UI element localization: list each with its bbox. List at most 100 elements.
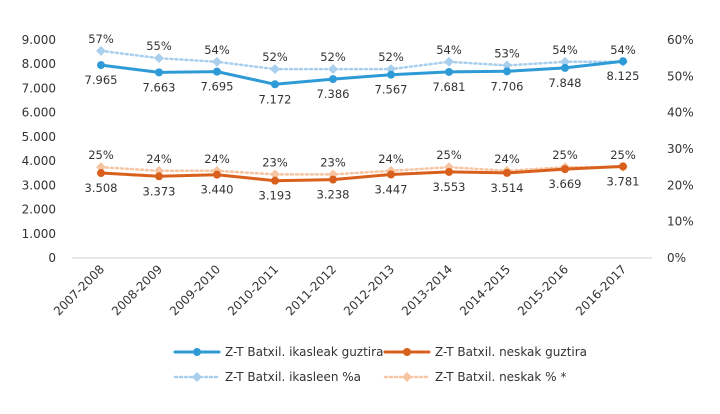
- data-label: 8.125: [607, 69, 640, 83]
- series-point: [444, 56, 454, 67]
- data-label: 57%: [88, 32, 114, 46]
- legend-swatch-marker: [193, 348, 201, 356]
- series-point: [97, 169, 105, 178]
- data-label: 24%: [204, 152, 230, 166]
- x-tick-label: 2015-2016: [515, 262, 571, 318]
- data-label: 3.669: [549, 177, 582, 191]
- x-tick-label: 2013-2014: [399, 262, 455, 318]
- series-point: [503, 168, 511, 177]
- series-point: [328, 64, 338, 75]
- data-label: 3.508: [85, 181, 118, 195]
- legend-label: Z-T Batxil. neskak guztira: [435, 345, 587, 359]
- series-line: [99, 59, 625, 86]
- data-label: 25%: [552, 148, 578, 162]
- series-point: [561, 165, 569, 174]
- series-point: [329, 175, 337, 184]
- series-point: [619, 162, 627, 171]
- series-point: [154, 53, 164, 64]
- data-label: 55%: [146, 39, 172, 53]
- data-label: 52%: [262, 50, 288, 64]
- data-label: 23%: [262, 155, 288, 169]
- series-point: [387, 70, 395, 79]
- left-tick-label: 2.000: [22, 203, 56, 217]
- data-label: 52%: [320, 50, 346, 64]
- right-tick-label: 10%: [667, 215, 694, 229]
- series-line: [99, 164, 625, 183]
- right-tick-label: 50%: [667, 69, 694, 83]
- series-point: [561, 63, 569, 72]
- data-label: 7.848: [549, 76, 582, 90]
- data-label: 3.440: [201, 183, 234, 197]
- series-point: [270, 169, 280, 180]
- legend-label: Z-T Batxil. ikasleen %a: [225, 370, 361, 384]
- right-tick-label: 0%: [667, 251, 686, 265]
- data-label: 3.447: [375, 183, 408, 197]
- series-point: [213, 170, 221, 179]
- x-tick-label: 2016-2017: [573, 262, 629, 318]
- data-label: 24%: [378, 152, 404, 166]
- left-tick-label: 1.000: [22, 227, 56, 241]
- series-point: [271, 176, 279, 185]
- legend-label: Z-T Batxil. neskak % *: [435, 370, 566, 384]
- data-label: 7.965: [85, 73, 118, 87]
- left-tick-label: 3.000: [22, 178, 56, 192]
- data-label: 54%: [204, 43, 230, 57]
- x-tick-label: 2008-2009: [109, 262, 165, 318]
- data-label: 25%: [610, 148, 636, 162]
- data-label: 24%: [494, 152, 520, 166]
- series-point: [96, 45, 106, 56]
- series-point: [387, 170, 395, 179]
- series-point: [96, 162, 106, 173]
- left-tick-label: 8.000: [22, 57, 56, 71]
- data-label: 3.193: [259, 189, 292, 203]
- legend-swatch-marker: [192, 372, 202, 382]
- data-label: 7.663: [143, 80, 176, 94]
- data-label: 54%: [610, 43, 636, 57]
- data-label: 3.553: [433, 180, 466, 194]
- left-tick-label: 7.000: [22, 81, 56, 95]
- x-axis-ticks: 2007-2008 2008-2009 2009-2010 2010-2011 2011…: [51, 262, 629, 318]
- left-tick-label: 5.000: [22, 130, 56, 144]
- data-label: 25%: [436, 148, 462, 162]
- data-label: 54%: [552, 43, 578, 57]
- series-point: [271, 80, 279, 89]
- data-label: 52%: [378, 50, 404, 64]
- right-axis-ticks: 0% 10% 20% 30% 40% 50% 60%: [667, 33, 694, 265]
- data-label: 7.681: [433, 80, 466, 94]
- right-tick-label: 30%: [667, 142, 694, 156]
- series-point: [97, 61, 105, 70]
- left-axis-ticks: 0 1.000 2.000 3.000 4.000 5.000 6.000 7.000 8.00…: [22, 33, 56, 265]
- x-tick-label: 2010-2011: [225, 262, 281, 318]
- left-tick-label: 4.000: [22, 154, 56, 168]
- series-group: 57% 55% 54% 52% 52% 52% 54% 53% 54% 54% 25% 24% 24% 2…: [85, 32, 640, 203]
- series-point: [503, 67, 511, 76]
- right-tick-label: 20%: [667, 178, 694, 192]
- series-point: [270, 64, 280, 75]
- series-line: [99, 165, 625, 176]
- legend-swatch-marker: [403, 348, 411, 356]
- data-label: 3.781: [607, 174, 640, 188]
- data-label: 23%: [320, 155, 346, 169]
- legend-label: Z-T Batxil. ikasleak guztira: [225, 345, 383, 359]
- data-label: 7.567: [375, 83, 408, 97]
- data-label: 7.706: [491, 79, 524, 93]
- data-label: 7.172: [259, 92, 292, 106]
- data-label: 24%: [146, 152, 172, 166]
- data-label: 7.695: [201, 80, 234, 94]
- data-label: 3.373: [143, 184, 176, 198]
- legend-swatch-marker: [402, 372, 412, 382]
- x-tick-label: 2012-2013: [341, 262, 397, 318]
- series-point: [619, 57, 627, 66]
- data-label: 54%: [436, 43, 462, 57]
- legend: Z-T Batxil. ikasleak guztira Z-T Batxil. …: [173, 345, 587, 384]
- data-label: 25%: [88, 148, 114, 162]
- right-tick-label: 40%: [667, 106, 694, 120]
- left-tick-label: 0: [48, 251, 56, 265]
- x-tick-label: 2007-2008: [51, 262, 107, 318]
- series-point: [212, 56, 222, 67]
- series-point: [445, 167, 453, 176]
- data-label: 7.386: [317, 87, 350, 101]
- left-tick-label: 9.000: [22, 33, 56, 47]
- data-label: 3.514: [491, 181, 524, 195]
